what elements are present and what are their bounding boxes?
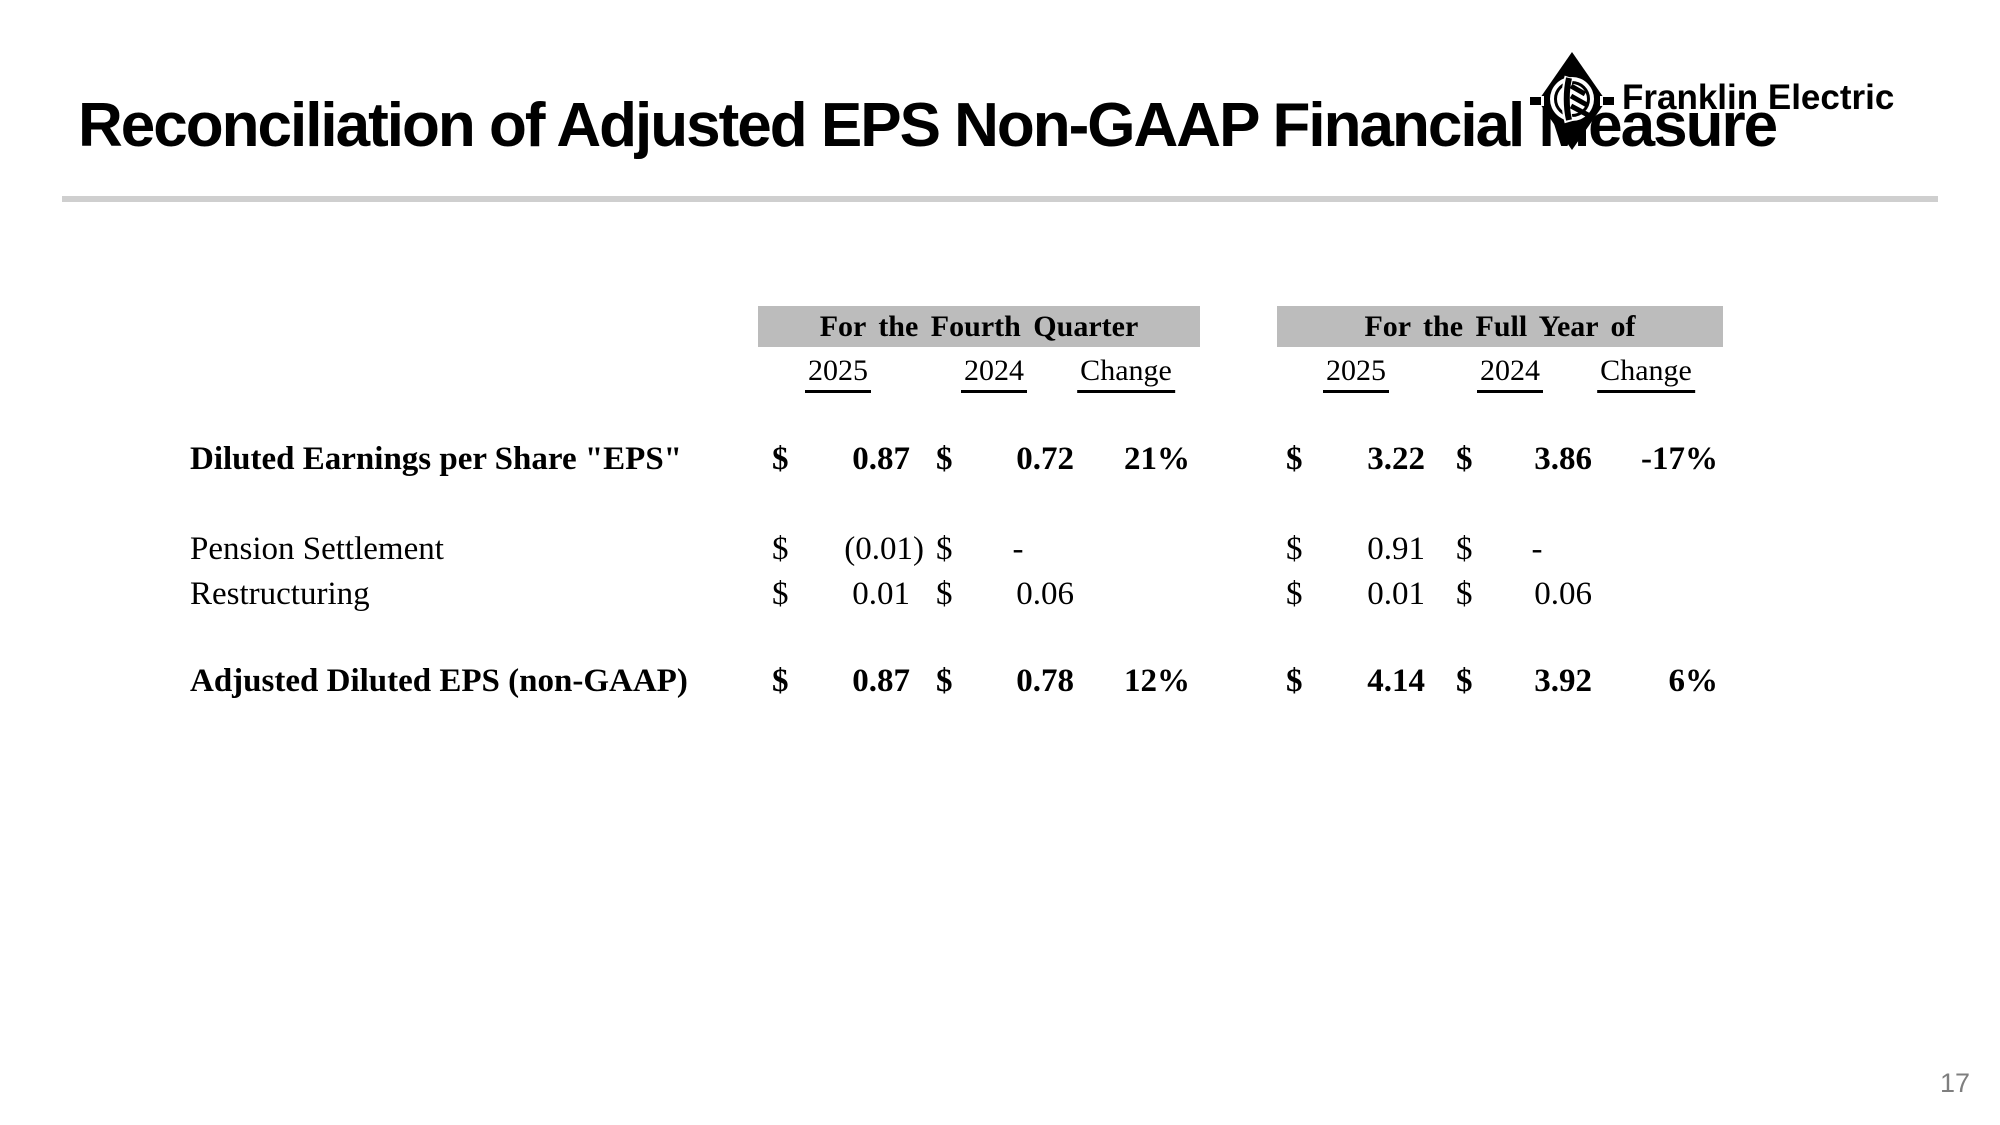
page-title: Reconciliation of Adjusted EPS Non-GAAP …: [78, 91, 1778, 160]
q4-col-2025: 2025: [805, 353, 871, 393]
table-row-adjusted-diluted-eps: Adjusted Diluted EPS (non-GAAP) $ 0.87 $…: [0, 659, 2000, 703]
currency-symbol: $: [772, 576, 789, 612]
currency-symbol: $: [1456, 663, 1473, 699]
q4-2024-value: 0.72: [1016, 441, 1074, 477]
q4-col-2024: 2024: [961, 353, 1027, 393]
page-number: 17: [1940, 1068, 1971, 1098]
q4-2025-value: (0.01): [844, 531, 924, 567]
table-row-pension-settlement: Pension Settlement $ (0.01) $ - $ 0.91 $…: [0, 527, 2000, 571]
fy-2024-value: -: [1531, 531, 1543, 567]
fy-2024-value: 3.86: [1534, 441, 1592, 477]
fy-col-change: Change: [1597, 353, 1695, 393]
currency-symbol: $: [772, 441, 789, 477]
q4-group-header: For the Fourth Quarter: [758, 306, 1200, 347]
currency-symbol: $: [1286, 441, 1303, 477]
currency-symbol: $: [1286, 663, 1303, 699]
row-label: Restructuring: [190, 576, 370, 612]
q4-change-value: [1076, 527, 1190, 571]
q4-col-change: Change: [1077, 353, 1175, 393]
fy-2024-value: 0.06: [1534, 576, 1592, 612]
q4-2024-value: 0.78: [1016, 663, 1074, 699]
currency-symbol: $: [936, 576, 953, 612]
q4-change-value: [1076, 572, 1190, 616]
currency-symbol: $: [1286, 531, 1303, 567]
q4-2025-value: 0.87: [852, 663, 910, 699]
q4-2024-value: -: [1012, 531, 1024, 567]
fy-2025-value: 0.91: [1367, 531, 1425, 567]
currency-symbol: $: [936, 441, 953, 477]
fy-2025-value: 0.01: [1367, 576, 1425, 612]
fy-col-2025: 2025: [1323, 353, 1389, 393]
franklin-electric-logo-icon: [1530, 52, 1614, 150]
fy-col-2024: 2024: [1477, 353, 1543, 393]
fy-2025-value: 4.14: [1367, 663, 1425, 699]
q4-2024-value: 0.06: [1016, 576, 1074, 612]
fy-change-value: [1598, 572, 1718, 616]
currency-symbol: $: [1286, 576, 1303, 612]
row-label: Diluted Earnings per Share "EPS": [190, 441, 683, 477]
fy-2025-value: 3.22: [1367, 441, 1425, 477]
franklin-electric-logo-text: Franklin Electric: [1622, 78, 1895, 117]
title-divider: [62, 196, 1938, 202]
currency-symbol: $: [936, 663, 953, 699]
table-row-diluted-eps: Diluted Earnings per Share "EPS" $ 0.87 …: [0, 437, 2000, 481]
fy-change-value: [1598, 527, 1718, 571]
q4-change-value: 12%: [1124, 663, 1190, 699]
fy-change-value: -17%: [1641, 441, 1718, 477]
row-label: Pension Settlement: [190, 531, 444, 567]
currency-symbol: $: [772, 531, 789, 567]
column-header-row: 2025 2024 Change 2025 2024 Change: [0, 353, 2000, 397]
q4-2025-value: 0.87: [852, 441, 910, 477]
currency-symbol: $: [936, 531, 953, 567]
currency-symbol: $: [772, 663, 789, 699]
row-label: Adjusted Diluted EPS (non-GAAP): [190, 663, 688, 699]
table-row-restructuring: Restructuring $ 0.01 $ 0.06 $ 0.01 $ 0.0…: [0, 572, 2000, 616]
currency-symbol: $: [1456, 576, 1473, 612]
currency-symbol: $: [1456, 531, 1473, 567]
fy-change-value: 6%: [1668, 663, 1719, 699]
currency-symbol: $: [1456, 441, 1473, 477]
q4-2025-value: 0.01: [852, 576, 910, 612]
q4-change-value: 21%: [1124, 441, 1190, 477]
fy-2024-value: 3.92: [1534, 663, 1592, 699]
fy-group-header: For the Full Year of: [1277, 306, 1723, 347]
